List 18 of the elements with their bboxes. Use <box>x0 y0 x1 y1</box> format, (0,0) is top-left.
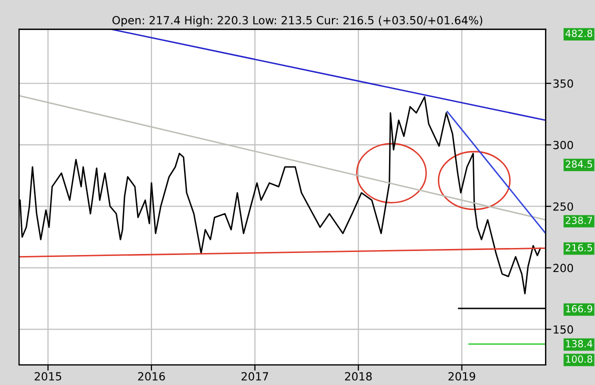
y-tick-label: 350 <box>553 79 574 88</box>
y-tick-label: 200 <box>553 264 574 272</box>
x-tick-label: 2019 <box>448 372 476 381</box>
y2-tick-label: 216.5 <box>566 244 592 252</box>
text: 100.8 <box>566 355 592 363</box>
x-tick-label: 2015 <box>34 372 62 381</box>
y2-tick-label: 166.9 <box>566 305 592 312</box>
y2-tick-label: 284.5 <box>566 160 592 168</box>
y2-tick-label: 238.7 <box>566 216 592 224</box>
x-tick-label: 2016 <box>138 372 165 381</box>
text: 482.8 <box>566 30 592 38</box>
x-tick-label: 2018 <box>345 372 372 381</box>
x-tick-label: 2017 <box>242 372 268 381</box>
chart-title: Open: 217.4 High: 220.3 Low: 213.5 Cur: 216.5 (+03.50/+01.64%) <box>112 16 482 27</box>
y-tick-label: 250 <box>553 202 574 211</box>
y2-tick-label: 138.4 <box>566 340 592 348</box>
y-tick-label: 300 <box>553 140 574 150</box>
y-tick-label: 150 <box>554 325 574 334</box>
